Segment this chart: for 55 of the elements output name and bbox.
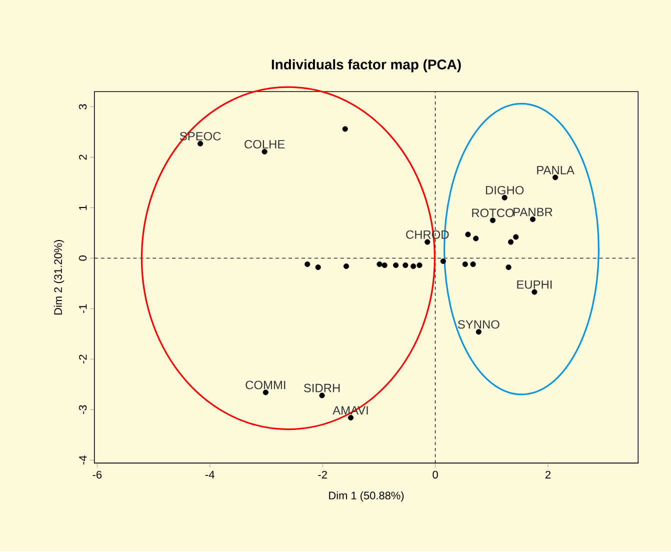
point [440,258,446,264]
data-label: COMMI [246,380,286,390]
point [530,216,536,222]
y-tick-label: -4 [79,456,87,465]
x-axis-title: Dim 1 (50.88%) [329,492,404,502]
point [470,262,476,268]
point [402,262,408,268]
point [508,239,514,245]
point [532,289,538,295]
x-tick-label: -2 [318,470,327,479]
point [502,194,508,201]
point [343,264,350,270]
point [513,234,519,240]
y-tick-label: -1 [79,304,87,314]
point [319,392,325,398]
point [552,174,558,180]
y-tick-label: -2 [78,354,87,364]
point [473,236,479,242]
data-label: PANLA [537,166,574,174]
y-tick-label: 1 [79,205,87,210]
x-tick-label: 0 [432,470,438,479]
point [424,239,430,245]
data-label: ROTCO [472,208,514,218]
y-tick-label: 2 [78,154,87,160]
point [382,262,388,268]
point [262,390,268,396]
point [348,415,354,421]
data-label: COLHE [244,140,285,149]
point [262,149,268,155]
point [342,126,348,132]
point [465,232,471,238]
point [376,262,382,268]
point [393,262,399,268]
y-tick-label: 0 [78,256,87,261]
x-tick-label: -4 [206,470,214,479]
point [304,262,310,268]
point [410,264,416,270]
y-axis-title: Dim 2 (31.20%) [54,240,64,315]
data-label: SIDRH [304,384,340,392]
point [462,262,468,268]
point [506,264,512,270]
x-tick-label: 2 [545,470,550,479]
chart-title: Individuals factor map (PCA) [272,59,461,72]
y-tick-label: -3 [78,405,87,414]
point [416,262,422,268]
data-label: DIGHO [486,186,524,195]
point [490,218,496,224]
point [476,329,482,335]
data-label: SYNNO [458,320,500,329]
data-label: EUPHI [517,280,552,289]
data-label: PANBR [514,208,552,216]
point [198,140,204,147]
point [315,264,321,270]
x-tick-label: -6 [92,470,102,479]
y-tick-label: 3 [78,104,87,110]
